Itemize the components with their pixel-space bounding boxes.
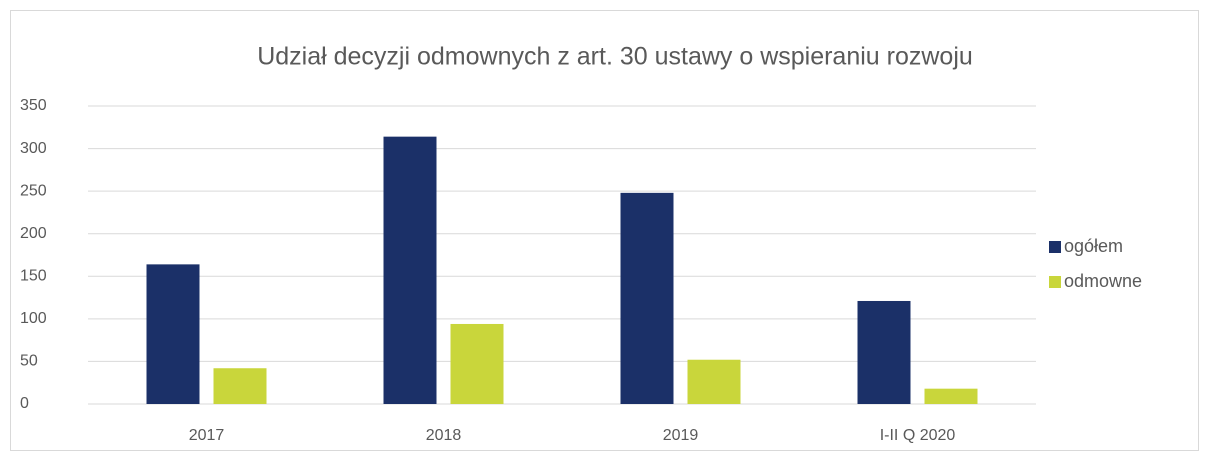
y-tick-label: 200 [20,225,47,242]
y-tick-label: 50 [20,353,38,370]
bar [213,368,267,404]
y-tick-label: 150 [20,268,47,285]
x-tick-label: 2019 [663,427,699,444]
y-tick-label: 250 [20,182,47,199]
y-tick-label: 300 [20,140,47,157]
y-tick-label: 0 [20,395,29,412]
x-tick-label: 2018 [426,427,462,444]
chart-frame [10,10,1199,451]
bar [620,192,674,404]
legend-label: odmowne [1064,271,1142,291]
x-tick-label: I-II Q 2020 [880,427,956,444]
bar [857,300,911,404]
y-tick-label: 100 [20,310,47,327]
legend-label: ogółem [1064,236,1123,256]
y-tick-label: 350 [20,97,47,114]
x-tick-label: 2017 [189,427,225,444]
bar [146,264,200,404]
legend-swatch [1049,241,1061,253]
chart-title: Udział decyzji odmownych z art. 30 ustaw… [257,43,973,71]
bar [383,136,437,404]
bar [687,359,741,404]
legend-swatch [1049,276,1061,288]
bar [924,388,978,404]
bar [450,323,504,404]
